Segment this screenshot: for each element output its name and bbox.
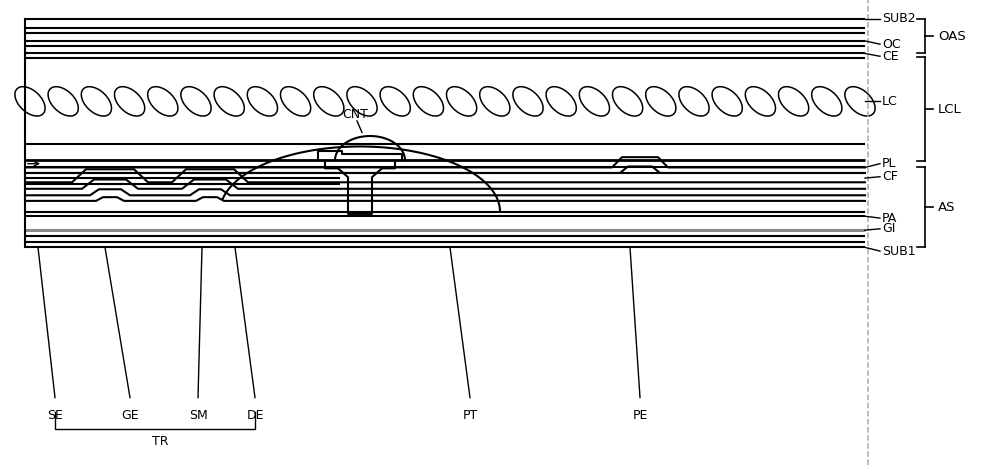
Text: OAS: OAS [938, 30, 966, 42]
Text: GE: GE [121, 409, 139, 422]
Text: AS: AS [938, 201, 956, 214]
Text: OC: OC [882, 38, 901, 51]
Text: CF: CF [882, 170, 898, 183]
Text: SUB2: SUB2 [882, 12, 916, 25]
Text: SUB1: SUB1 [882, 245, 916, 258]
Text: DE: DE [246, 409, 264, 422]
Text: LC: LC [882, 95, 898, 107]
Text: PL: PL [882, 157, 896, 170]
Text: SM: SM [189, 409, 207, 422]
Text: TR: TR [152, 435, 168, 448]
Text: PT: PT [462, 409, 478, 422]
Text: LCL: LCL [938, 103, 962, 116]
Text: PE: PE [632, 409, 648, 422]
Text: CNT: CNT [342, 108, 368, 121]
Text: PA: PA [882, 212, 897, 225]
Text: CE: CE [882, 50, 899, 63]
Text: SE: SE [47, 409, 63, 422]
Text: GI: GI [882, 222, 895, 235]
